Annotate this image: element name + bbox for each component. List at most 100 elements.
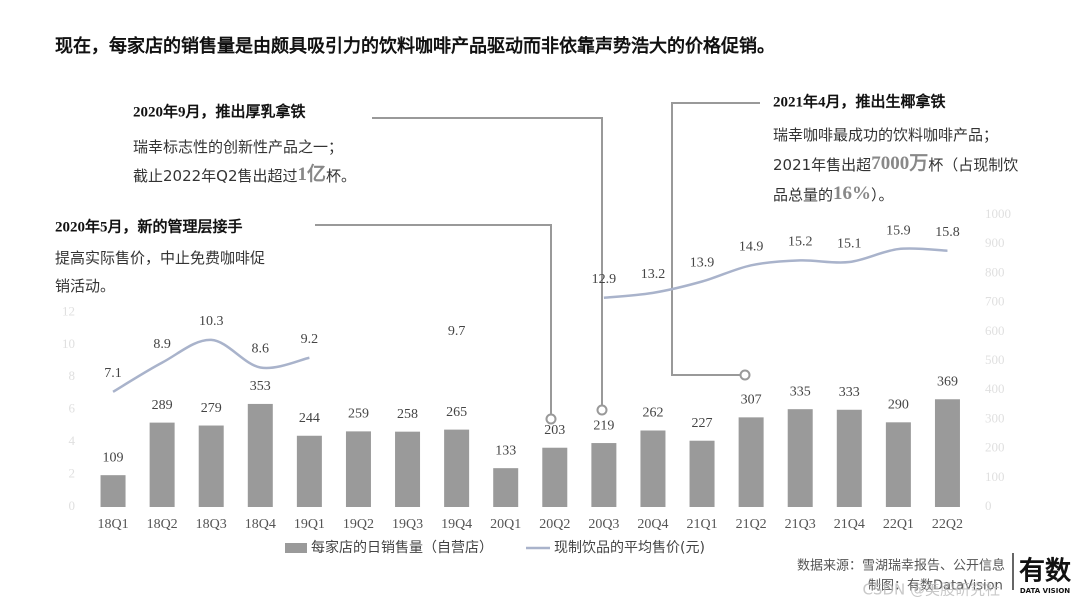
annotation-text: 提高实际售价，中止免费咖啡促 <box>55 249 265 267</box>
line-value-label: 12.9 <box>592 272 617 287</box>
y2-tick-label: 800 <box>985 264 1005 279</box>
bar-value-label: 289 <box>152 398 173 413</box>
y-tick-label: 12 <box>62 303 75 318</box>
legend-swatch <box>285 543 307 553</box>
bar-value-label: 279 <box>201 401 222 416</box>
bar-value-label: 369 <box>937 374 958 389</box>
line-value-label: 9.2 <box>301 332 319 347</box>
annotation-text: 2021年售出超7000万杯（占现制饮 <box>773 153 1018 174</box>
y-tick-label: 0 <box>69 498 76 513</box>
bar <box>100 475 126 507</box>
y2-tick-label: 900 <box>985 235 1005 250</box>
y2-tick-label: 200 <box>985 440 1005 455</box>
annotation-text: 截止2022年Q2售出超过1亿杯。 <box>133 162 356 185</box>
bar <box>640 430 666 507</box>
x-tick-label: 18Q1 <box>97 517 128 532</box>
line-value-label: 15.8 <box>935 225 960 240</box>
bar-value-label: 265 <box>446 405 467 420</box>
bar-value-label: 335 <box>790 384 811 399</box>
x-tick-label: 21Q2 <box>736 517 767 532</box>
y2-tick-label: 400 <box>985 381 1005 396</box>
x-tick-label: 20Q2 <box>539 517 570 532</box>
annotation-text-part: 截止2022年Q2售出超过 <box>133 167 298 185</box>
bar-value-label: 333 <box>839 385 860 400</box>
bar <box>493 468 519 507</box>
line-value-label: 8.9 <box>153 337 171 352</box>
bar <box>836 409 862 507</box>
bar-value-label: 203 <box>544 423 565 438</box>
x-tick-label: 19Q2 <box>343 517 374 532</box>
line-value-label: 10.3 <box>199 314 224 329</box>
bar <box>542 447 568 507</box>
x-tick-label: 20Q1 <box>490 517 521 532</box>
bar-value-label: 290 <box>888 398 909 413</box>
y2-tick-label: 600 <box>985 323 1005 338</box>
bar <box>885 422 911 507</box>
connector <box>372 117 603 405</box>
annotation-text: 销活动。 <box>55 277 115 295</box>
annotation-text-part: 瑞幸咖啡最成功的饮料咖啡产品； <box>773 126 998 144</box>
connector <box>671 102 760 376</box>
line-value-label: 15.9 <box>886 223 911 238</box>
annotation-text-part: ）。 <box>871 186 894 204</box>
source: 数据来源：雪湖瑞幸报告、公开信息 <box>797 558 1005 574</box>
y-tick-label: 10 <box>62 336 75 351</box>
bar <box>934 399 960 507</box>
annotation-title: 2020年5月，新的管理层接手 <box>55 217 243 235</box>
annotation-text: 瑞幸标志性的创新性产品之一； <box>133 138 343 156</box>
legend-label: 每家店的日销售量（自营店） <box>311 539 493 556</box>
annotation-text-part: 2021年售出超 <box>773 156 871 174</box>
bar-value-label: 133 <box>495 443 516 458</box>
bar-value-label: 258 <box>397 407 418 422</box>
connectors <box>315 102 760 425</box>
y2-tick-label: 500 <box>985 352 1005 367</box>
bar-value-label: 227 <box>692 416 713 431</box>
x-tick-label: 19Q1 <box>294 517 325 532</box>
line-value-label: 14.9 <box>739 240 764 255</box>
annotation-text-part: 提高实际售价，中止免费咖啡促 <box>55 249 265 267</box>
x-tick-label: 21Q4 <box>834 517 865 532</box>
bar-value-label: 307 <box>741 393 762 408</box>
x-tick-label: 20Q3 <box>588 517 619 532</box>
bar <box>395 431 421 507</box>
y2-tick-label: 700 <box>985 294 1005 309</box>
line-value-label: 13.2 <box>641 267 666 282</box>
bar <box>787 409 813 507</box>
page-title: 现在，每家店的销售量是由颇具吸引力的饮料咖啡产品驱动而非依靠声势浩大的价格促销。 <box>55 35 775 57</box>
line-value-label: 15.2 <box>788 235 813 250</box>
y2-tick-label: 100 <box>985 469 1005 484</box>
annotation-title: 2021年4月，推出生椰拿铁 <box>773 92 946 110</box>
connector <box>315 224 552 414</box>
watermark: CSDN @美股研究社 <box>862 581 1000 599</box>
annotation-text-part: 1亿 <box>298 162 327 185</box>
y2-tick-label: 1000 <box>985 206 1011 221</box>
y-tick-label: 8 <box>69 368 76 383</box>
bar <box>689 440 715 507</box>
bar-value-label: 262 <box>642 406 663 421</box>
x-tick-label: 20Q4 <box>637 517 668 532</box>
bar-value-label: 219 <box>593 418 614 433</box>
annotation-title: 2020年9月，推出厚乳拿铁 <box>133 102 306 120</box>
x-tick-label: 18Q3 <box>196 517 227 532</box>
x-tick-label: 21Q3 <box>785 517 816 532</box>
bar <box>198 425 224 507</box>
bar <box>247 403 273 507</box>
line-value-label: 8.6 <box>252 342 270 357</box>
line-value-label: 7.1 <box>104 366 122 381</box>
annotation-text-part: 杯。 <box>326 167 356 185</box>
y-tick-label: 6 <box>69 401 76 416</box>
x-tick-label: 22Q1 <box>883 517 914 532</box>
bar-value-label: 353 <box>250 379 271 394</box>
connector-dot <box>596 404 608 416</box>
bar-value-label: 259 <box>348 407 369 422</box>
bar <box>345 431 371 507</box>
x-tick-label: 19Q3 <box>392 517 423 532</box>
bar <box>296 435 322 507</box>
bar <box>444 429 470 507</box>
annotation-text-part: 7000万 <box>871 153 928 174</box>
x-tick-label: 22Q2 <box>932 517 963 532</box>
annotation-text-part: 杯（占现制饮 <box>928 156 1018 174</box>
credit: 制图：有数DataVision <box>868 579 1003 594</box>
y2-tick-label: 300 <box>985 410 1005 425</box>
x-tick-label: 21Q1 <box>686 517 717 532</box>
